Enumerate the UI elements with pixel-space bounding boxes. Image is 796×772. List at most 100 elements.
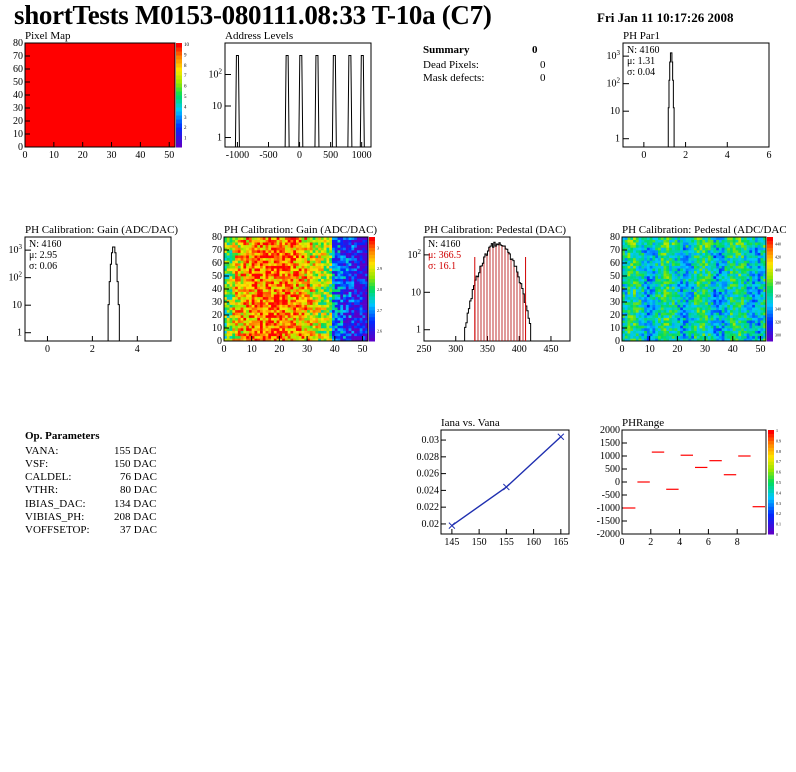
ph-gain-map-cell — [315, 268, 319, 272]
ph-gain-map-cell — [298, 333, 302, 337]
ph-gain-map-cell — [365, 307, 369, 311]
ph-gain-map-cell — [262, 328, 266, 331]
ph-gain-map-cell — [362, 276, 366, 279]
ph-pedestal-map-colorbar-cell — [767, 327, 773, 332]
ph-pedestal-map-cell — [635, 250, 639, 253]
ph-pedestal-map-cell — [630, 281, 634, 285]
ph-gain-map-cell — [232, 255, 236, 259]
ph-gain-map-cell — [312, 291, 316, 295]
ph-gain-map-colorbar-cell — [369, 295, 375, 300]
ph-gain-map-cell — [323, 270, 327, 274]
ph-pedestal-map-cell — [685, 257, 689, 261]
ph-gain-map-cell — [257, 239, 261, 243]
ph-gain-map-cell — [246, 278, 250, 282]
ph-pedestal-map-cell — [730, 294, 734, 298]
ph-gain-map-cell — [276, 265, 280, 269]
ph-pedestal-map-cell — [724, 328, 728, 331]
ph-gain-map-cell — [343, 270, 347, 274]
ph-gain-map-cell — [301, 260, 305, 264]
ph-pedestal-map-cell — [627, 309, 631, 313]
ph-gain-map-cell — [273, 247, 277, 251]
ph-pedestal-map-cell — [718, 260, 722, 264]
ph-pedestal-map-cell — [685, 325, 689, 329]
ph-gain-map-cell — [282, 278, 286, 282]
ph-pedestal-map-cell — [713, 270, 717, 274]
ph-gain-map-cell — [260, 281, 264, 285]
ph-gain-map-cell — [304, 239, 308, 243]
ph-gain-map-cell — [226, 239, 230, 243]
ph-pedestal-map-cell — [669, 338, 673, 342]
ph-pedestal-map-cell — [666, 299, 670, 303]
ph-pedestal-map-ytick-label: 20 — [610, 310, 620, 321]
ph-pedestal-map-cell — [624, 252, 628, 256]
ph-gain-map-ytick-label: 30 — [212, 297, 222, 308]
ph-gain-map-cell — [282, 333, 286, 337]
ph-pedestal-map-cell — [649, 322, 653, 326]
ph-pedestal-map-cell — [707, 296, 711, 300]
ph-pedestal-map-cell — [743, 263, 747, 266]
ph-gain-map-cell — [282, 296, 286, 300]
ph-pedestal-map-cell — [641, 265, 645, 269]
ph-pedestal-map-cell — [738, 255, 742, 259]
ph-pedestal-map-cell — [699, 276, 703, 279]
ph-gain-map-cell — [329, 312, 333, 316]
ph-pedestal-map-cell — [691, 291, 695, 295]
ph-pedestal-map-colorbar-label: 340 — [775, 307, 781, 312]
ph-pedestal-map-cell — [655, 242, 659, 246]
ph-gain-map-cell — [334, 325, 338, 329]
ph-pedestal-map-cell — [641, 304, 645, 308]
ph-gain-map-cell — [235, 291, 239, 295]
ph-pedestal-map-cell — [738, 307, 742, 311]
ph-gain-map-cell — [265, 302, 269, 305]
ph-pedestal-map-cell — [674, 307, 678, 311]
phrange-colorbar-cell — [768, 468, 774, 473]
ph-pedestal-map-cell — [674, 315, 678, 318]
ph-pedestal-map-cell — [702, 309, 706, 313]
ph-pedestal-map-cell — [658, 315, 662, 318]
ph-gain-map-cell — [362, 250, 366, 253]
ph-pedestal-map-cell — [694, 302, 698, 305]
ph-pedestal-map-cell — [658, 247, 662, 251]
ph-pedestal-map-cell — [655, 260, 659, 264]
ph-pedestal-map-cell — [727, 333, 731, 337]
ph-pedestal-map-cell — [746, 286, 750, 290]
ph-pedestal-map-cell — [713, 252, 717, 256]
ph-gain-map-cell — [337, 263, 341, 266]
ph-pedestal-map-cell — [752, 304, 756, 308]
ph-pedestal-ytick-label: 1 — [416, 325, 421, 336]
ph-gain-map-cell — [332, 239, 336, 243]
ph-gain-map-cell — [293, 291, 297, 295]
ph-pedestal-map-cell — [688, 315, 692, 318]
pixel-map-colorbar-cell — [176, 135, 182, 140]
ph-gain-map-cell — [340, 265, 344, 269]
ph-gain-map-cell — [290, 268, 294, 272]
ph-pedestal-map-cell — [763, 309, 767, 313]
ph-pedestal-map-cell — [757, 315, 761, 318]
ph-pedestal-map-cell — [757, 302, 761, 305]
pixel-map-colorbar-cell — [176, 103, 182, 108]
ph-gain-map-cell — [334, 257, 338, 261]
ph-pedestal-map-cell — [671, 276, 675, 279]
ph-gain-map-cell — [237, 278, 241, 282]
ph-gain-map-cell — [290, 322, 294, 326]
ph-pedestal-map-cell — [633, 244, 637, 248]
ph-gain-map-cell — [257, 307, 261, 311]
ph-gain-map-cell — [332, 286, 336, 290]
ph-gain-map-cell — [282, 315, 286, 318]
ph-pedestal-map-cell — [646, 325, 650, 329]
ph-pedestal-map-cell — [680, 257, 684, 261]
ph-gain-map-cell — [268, 286, 272, 290]
ph-gain-map-cell — [309, 335, 313, 339]
ph-pedestal-map-cell — [630, 239, 634, 243]
ph-gain-map-cell — [359, 268, 363, 272]
pixel-map-colorbar-cell — [176, 79, 182, 84]
ph-gain-map-cell — [224, 257, 228, 261]
ph-gain-map-cell — [315, 270, 319, 274]
ph-pedestal-map-cell — [649, 239, 653, 243]
ph-gain-map-cell — [340, 333, 344, 337]
ph-gain-map-cell — [265, 286, 269, 290]
ph-pedestal-map-cell — [754, 263, 758, 266]
phrange-colorbar-label: 0.9 — [776, 438, 781, 443]
iana-vana-xtick-label: 160 — [526, 537, 541, 548]
ph-pedestal-map-cell — [738, 273, 742, 277]
